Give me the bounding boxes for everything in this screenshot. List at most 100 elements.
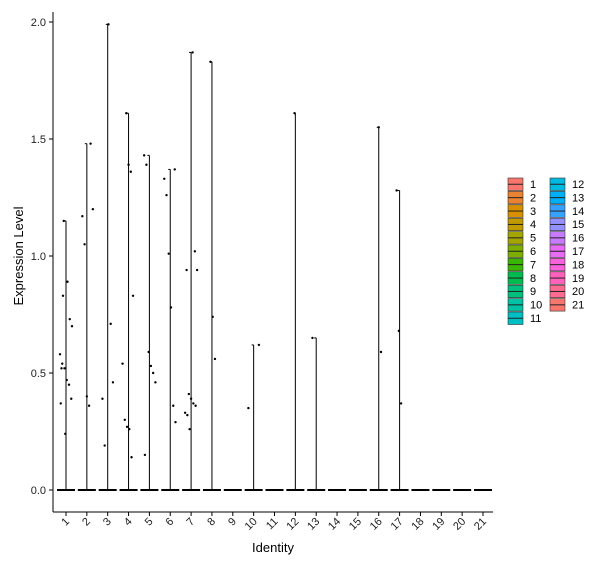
point-7-7	[194, 404, 197, 407]
point-7-8	[183, 411, 187, 414]
point-5-6	[143, 453, 147, 457]
point-13-0	[311, 336, 314, 340]
point-6-5	[172, 404, 175, 407]
axes: 0.00.51.01.52.0 1 2 3 4 5 6 7 8 9 10 11 12 13 14 15 16 1…	[11, 12, 493, 555]
point-1-9	[66, 280, 69, 283]
plot-area	[57, 23, 492, 491]
y-tick-label: 0.0	[31, 485, 46, 497]
point-4-8	[130, 456, 133, 459]
legend-label-19: 19	[572, 273, 584, 285]
x-tick-label: 5	[143, 516, 156, 529]
point-7-5	[189, 397, 193, 400]
x-tick-label: 14	[326, 516, 343, 533]
point-7-3	[185, 268, 188, 272]
y-tick-label: 1.5	[31, 134, 46, 146]
point-2-0	[89, 142, 92, 145]
point-5-2	[147, 350, 150, 354]
point-5-0	[142, 154, 146, 157]
point-8-0	[209, 60, 212, 63]
point-2-3	[83, 243, 86, 246]
legend-label-1: 1	[530, 179, 536, 191]
legend-label-17: 17	[572, 246, 584, 258]
point-4-2	[129, 170, 132, 173]
point-1-0	[58, 353, 62, 356]
legend-label-6: 6	[530, 246, 536, 258]
x-tick-label: 9	[226, 516, 239, 529]
y-tick-label: 2.0	[31, 17, 46, 29]
legend-label-20: 20	[572, 286, 584, 298]
legend-label-13: 13	[572, 192, 584, 204]
point-6-2	[165, 193, 168, 197]
y-ticks: 0.0 0.5 1.0 1.5 2.0	[31, 17, 53, 497]
x-tick-label: 12	[284, 516, 301, 533]
y-axis-title: Expression Level	[11, 206, 26, 305]
x-tick-label: 13	[305, 516, 322, 533]
point-7-10	[188, 427, 191, 431]
point-2-2	[81, 215, 84, 218]
legend-label-4: 4	[530, 219, 536, 231]
x-tick-label: 18	[409, 516, 426, 533]
legend-label-12: 12	[572, 179, 584, 191]
x-tick-label: 2	[80, 516, 93, 529]
point-1-10	[68, 317, 71, 321]
x-tick-label: 4	[122, 516, 135, 529]
x-tick-label: 10	[243, 516, 260, 533]
point-1-5	[70, 397, 73, 400]
point-1-6	[59, 402, 62, 405]
legend-label-16: 16	[572, 233, 584, 245]
x-tick-label: 11	[264, 516, 281, 533]
point-12-0	[293, 112, 296, 115]
point-1-4	[67, 383, 71, 386]
point-17-1	[397, 329, 401, 333]
x-tick-label: 8	[205, 516, 218, 529]
point-10-1	[247, 406, 250, 410]
x-tick-label: 21	[472, 516, 489, 533]
point-10-0	[257, 343, 261, 347]
legend-label-18: 18	[572, 259, 584, 271]
point-3-4	[103, 444, 106, 447]
point-7-1	[193, 250, 197, 253]
point-1-11	[70, 325, 74, 328]
point-1-7	[61, 294, 65, 297]
point-1-8	[64, 432, 67, 436]
x-axis-title: Identity	[252, 540, 294, 555]
point-1-3	[65, 378, 68, 382]
x-tick-label: 17	[389, 516, 406, 533]
point-7-6	[192, 402, 195, 405]
x-tick-label: 1	[59, 516, 72, 529]
legend-label-21: 21	[572, 300, 584, 312]
point-2-5	[87, 404, 91, 407]
point-4-0	[125, 112, 128, 115]
legend-label-9: 9	[530, 286, 536, 298]
point-2-4	[85, 395, 89, 398]
legend-label-7: 7	[530, 259, 536, 271]
x-tick-label: 20	[451, 516, 468, 533]
point-8-1	[211, 315, 214, 319]
x-tick-label: 16	[368, 516, 385, 533]
point-7-4	[187, 392, 191, 396]
point-7-9	[186, 413, 189, 417]
point-6-3	[167, 252, 170, 255]
legend-label-5: 5	[530, 233, 536, 245]
y-tick-label: 1.0	[31, 251, 46, 263]
x-tick-label: 7	[184, 516, 197, 529]
point-4-1	[127, 163, 130, 166]
point-5-4	[151, 371, 155, 375]
legend-label-2: 2	[530, 192, 536, 204]
x-tick-label: 3	[101, 516, 114, 529]
point-6-0	[173, 168, 176, 171]
point-16-1	[379, 350, 383, 354]
point-5-3	[149, 364, 153, 368]
point-2-1	[91, 208, 95, 211]
point-5-1	[145, 163, 148, 166]
point-6-1	[163, 177, 166, 180]
point-1-2	[63, 367, 66, 370]
point-7-0	[191, 51, 194, 54]
x-ticks: 1 2 3 4 5 6 7 8 9 10 11 12 13 14 15 16 17 18 19 20 21	[59, 512, 489, 533]
point-5-5	[154, 381, 157, 384]
legend-label-3: 3	[530, 206, 536, 218]
point-4-5	[123, 418, 127, 421]
point-6-4	[169, 306, 173, 309]
